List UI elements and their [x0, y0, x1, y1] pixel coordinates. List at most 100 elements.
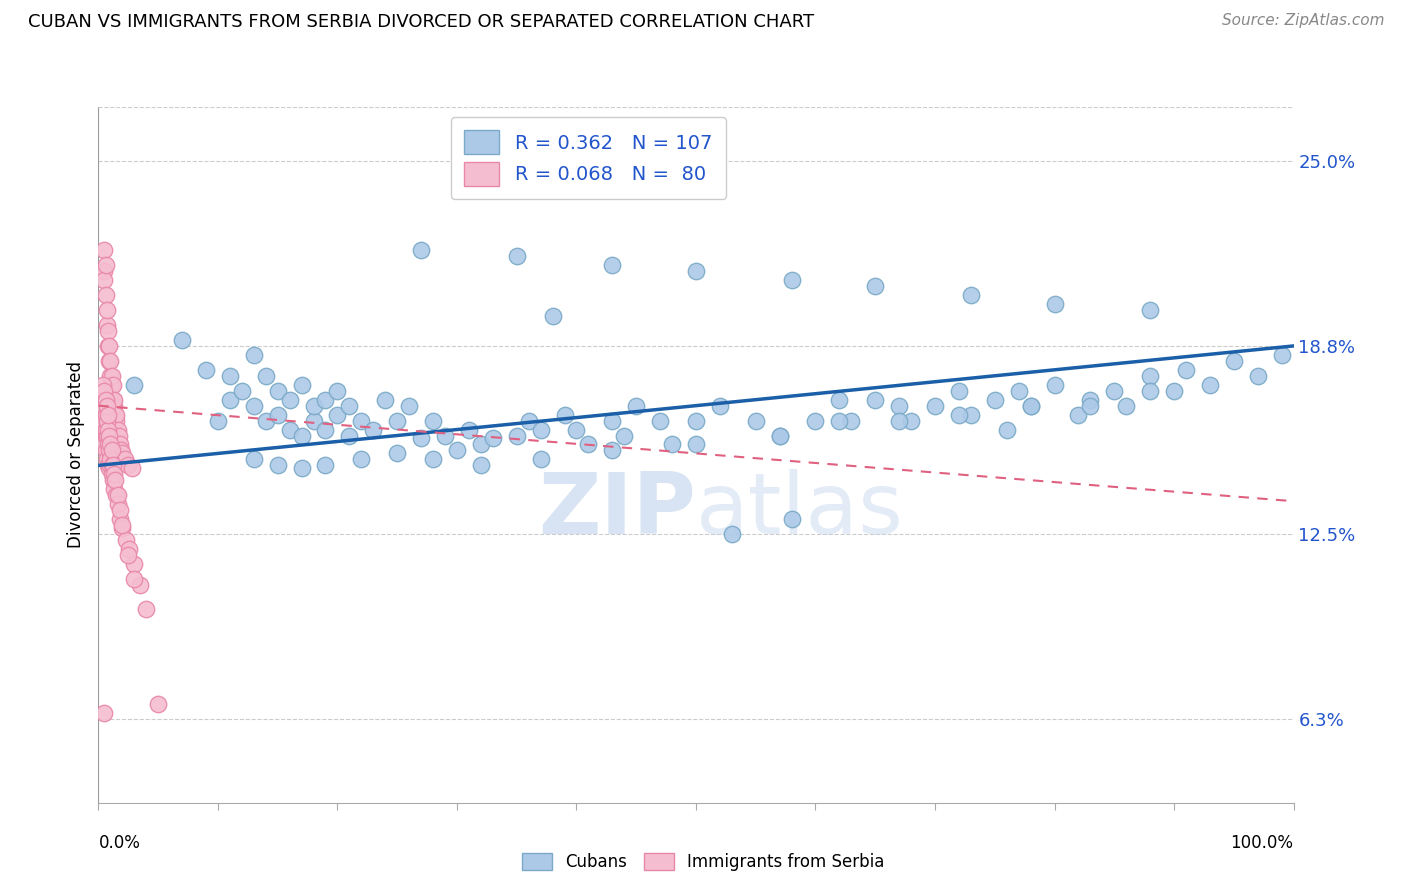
- Point: [339, 428, 360, 442]
- Point: [93, 273, 115, 287]
- Point: [111, 521, 134, 535]
- Point: [96, 452, 118, 467]
- Point: [685, 264, 707, 278]
- Legend: Cubans, Immigrants from Serbia: Cubans, Immigrants from Serbia: [513, 845, 893, 880]
- Point: [602, 414, 624, 428]
- Point: [96, 318, 118, 332]
- Point: [101, 473, 124, 487]
- Point: [91, 377, 114, 392]
- Point: [101, 458, 124, 473]
- Point: [97, 423, 120, 437]
- Point: [291, 428, 314, 442]
- Point: [841, 414, 863, 428]
- Point: [291, 461, 314, 475]
- Point: [107, 423, 129, 437]
- Point: [96, 399, 118, 413]
- Point: [98, 443, 121, 458]
- Point: [98, 428, 121, 442]
- Point: [97, 408, 120, 422]
- Point: [576, 437, 599, 451]
- Point: [1080, 399, 1102, 413]
- Point: [267, 408, 290, 422]
- Text: 0.0%: 0.0%: [98, 834, 141, 852]
- Point: [207, 414, 229, 428]
- Point: [768, 428, 790, 442]
- Point: [506, 249, 529, 263]
- Point: [103, 482, 125, 496]
- Point: [111, 518, 134, 533]
- Text: 100.0%: 100.0%: [1230, 834, 1294, 852]
- Point: [93, 414, 115, 428]
- Point: [889, 399, 911, 413]
- Text: CUBAN VS IMMIGRANTS FROM SERBIA DIVORCED OR SEPARATED CORRELATION CHART: CUBAN VS IMMIGRANTS FROM SERBIA DIVORCED…: [28, 13, 814, 31]
- Point: [1139, 384, 1161, 398]
- Point: [554, 408, 576, 422]
- Point: [863, 392, 887, 407]
- Point: [804, 414, 827, 428]
- Point: [103, 392, 125, 407]
- Point: [104, 408, 127, 422]
- Point: [385, 446, 409, 460]
- Point: [97, 437, 120, 451]
- Y-axis label: Divorced or Separated: Divorced or Separated: [67, 361, 86, 549]
- Point: [107, 428, 129, 442]
- Point: [780, 273, 803, 287]
- Point: [98, 461, 121, 475]
- Point: [98, 452, 122, 467]
- Point: [302, 399, 325, 413]
- Point: [96, 303, 118, 318]
- Point: [1139, 368, 1161, 383]
- Point: [100, 368, 122, 383]
- Point: [100, 458, 122, 473]
- Point: [278, 423, 301, 437]
- Point: [458, 423, 481, 437]
- Point: [350, 452, 373, 467]
- Point: [93, 384, 115, 398]
- Point: [924, 399, 946, 413]
- Point: [107, 497, 129, 511]
- Point: [105, 408, 128, 422]
- Point: [117, 458, 139, 473]
- Point: [828, 414, 851, 428]
- Point: [602, 443, 624, 458]
- Point: [108, 512, 131, 526]
- Point: [108, 437, 131, 451]
- Point: [648, 414, 672, 428]
- Point: [350, 414, 373, 428]
- Point: [1007, 384, 1029, 398]
- Point: [91, 392, 114, 407]
- Point: [446, 443, 468, 458]
- Point: [219, 392, 242, 407]
- Point: [101, 392, 124, 407]
- Point: [124, 557, 146, 571]
- Text: atlas: atlas: [696, 469, 904, 552]
- Text: Source: ZipAtlas.com: Source: ZipAtlas.com: [1222, 13, 1385, 29]
- Point: [1019, 399, 1042, 413]
- Point: [315, 392, 337, 407]
- Point: [863, 279, 887, 293]
- Point: [422, 414, 444, 428]
- Point: [1222, 354, 1246, 368]
- Point: [517, 414, 540, 428]
- Point: [506, 428, 529, 442]
- Point: [135, 601, 157, 615]
- Point: [709, 399, 731, 413]
- Point: [93, 437, 115, 451]
- Point: [124, 572, 146, 586]
- Point: [118, 541, 141, 556]
- Point: [828, 392, 851, 407]
- Point: [398, 399, 420, 413]
- Point: [948, 408, 970, 422]
- Point: [98, 354, 121, 368]
- Point: [613, 428, 636, 442]
- Point: [315, 423, 337, 437]
- Point: [94, 428, 117, 442]
- Point: [98, 339, 121, 353]
- Point: [98, 368, 122, 383]
- Point: [278, 392, 301, 407]
- Point: [1115, 399, 1137, 413]
- Point: [374, 392, 396, 407]
- Point: [103, 399, 125, 413]
- Point: [959, 288, 981, 302]
- Point: [339, 399, 360, 413]
